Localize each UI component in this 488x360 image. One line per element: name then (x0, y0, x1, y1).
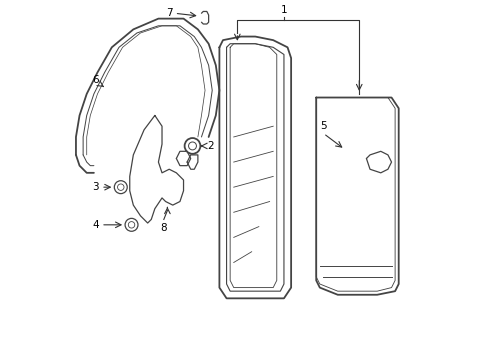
Text: 6: 6 (92, 75, 99, 85)
Text: 1: 1 (280, 5, 286, 15)
Text: 3: 3 (92, 182, 99, 192)
Text: 7: 7 (166, 8, 172, 18)
Text: 5: 5 (320, 121, 326, 131)
Text: 2: 2 (206, 141, 213, 151)
Text: 4: 4 (92, 220, 99, 230)
Text: 8: 8 (160, 223, 167, 233)
